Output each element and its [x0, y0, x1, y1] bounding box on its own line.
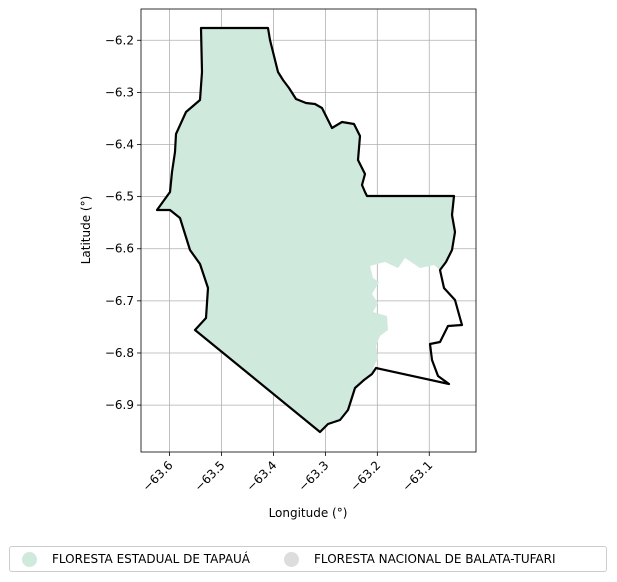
x-tick-label: −63.5 — [192, 458, 228, 494]
x-tick-label: −63.6 — [140, 458, 176, 494]
region-outline — [155, 26, 464, 434]
y-tick-label: −6.4 — [105, 138, 134, 152]
y-tick-label: −6.7 — [105, 294, 134, 308]
x-axis-ticks: −63.6 −63.5 −63.4 −63.3 −63.2 −63.1 — [140, 452, 435, 494]
y-tick-label: −6.3 — [105, 85, 134, 99]
y-tick-label: −6.6 — [105, 242, 134, 256]
y-tick-label: −6.8 — [105, 346, 134, 360]
y-axis-ticks: −6.2 −6.3 −6.4 −6.5 −6.6 −6.7 −6.8 −6.9 — [105, 33, 141, 412]
y-tick-label: −6.9 — [105, 398, 134, 412]
region-floresta-estadual-de-tapaua — [157, 28, 455, 432]
legend-swatch-balata-tufari — [284, 551, 300, 567]
legend-label-tapaua: FLORESTA ESTADUAL DE TAPAUÁ — [52, 552, 251, 566]
y-axis-label: Latitude (°) — [79, 196, 93, 265]
x-tick-label: −63.1 — [399, 458, 435, 494]
y-tick-label: −6.2 — [105, 33, 134, 47]
legend-swatch-tapaua — [22, 551, 37, 567]
map-figure: −63.6 −63.5 −63.4 −63.3 −63.2 −63.1 −6.2−6.3−… — [79, 8, 477, 520]
x-axis-label: Longitude (°) — [269, 506, 348, 520]
x-tick-label: −63.3 — [296, 458, 332, 494]
legend-item-tapaua: FLORESTA ESTADUAL DE TAPAUÁ — [22, 551, 251, 567]
axes-border — [140, 8, 477, 453]
x-tick-label: −63.2 — [348, 458, 384, 494]
legend-item-balata-tufari: FLORESTA NACIONAL DE BALATA-TUFARI — [284, 551, 556, 567]
y-tick-label: −6.5 — [105, 190, 134, 204]
legend: FLORESTA ESTADUAL DE TAPAUÁ FLORESTA NAC… — [9, 546, 607, 572]
x-tick-label: −63.4 — [244, 458, 280, 494]
legend-label-balata-tufari: FLORESTA NACIONAL DE BALATA-TUFARI — [314, 552, 556, 566]
axes-frame — [140, 8, 477, 453]
